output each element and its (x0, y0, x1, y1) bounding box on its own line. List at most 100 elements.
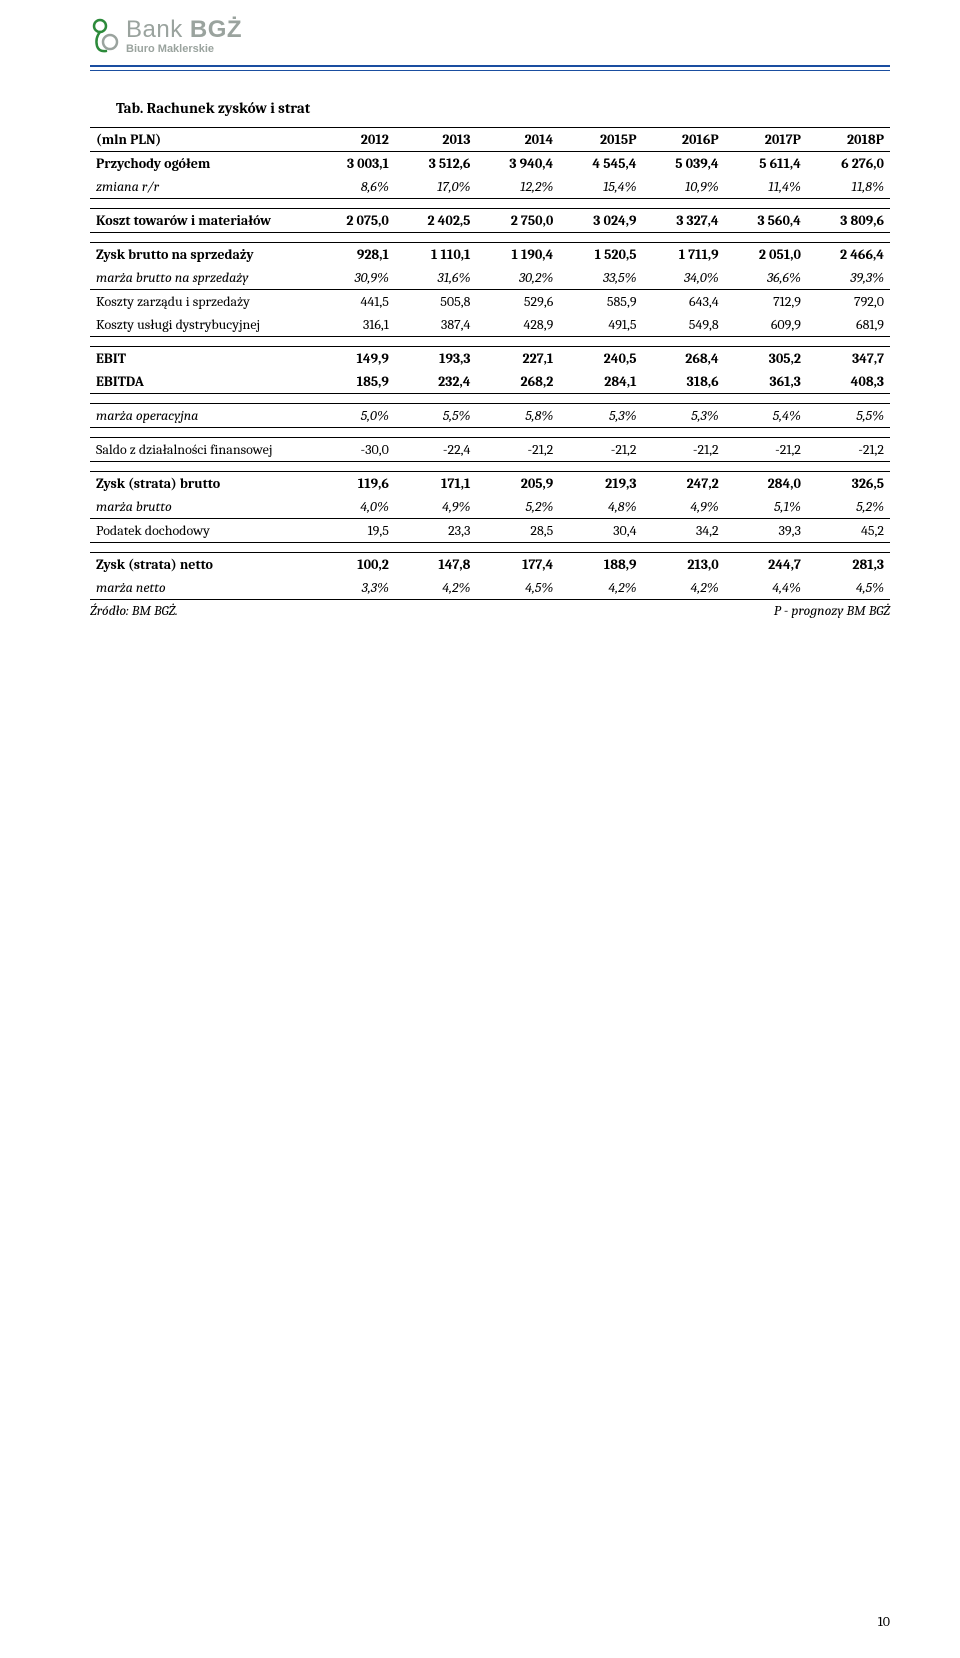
cell-value: 3,3% (314, 576, 395, 600)
cell-value: 5,5% (807, 404, 890, 428)
page-number: 10 (878, 1613, 890, 1630)
cell-value: 5 039,4 (643, 152, 725, 176)
row-label: Koszty zarządu i sprzedaży (90, 290, 314, 314)
col-year: 2013 (395, 128, 477, 152)
cell-value: 428,9 (476, 313, 559, 337)
cell-value: 3 003,1 (314, 152, 395, 176)
col-year: 2015P (559, 128, 642, 152)
cell-value: 4,8% (559, 495, 642, 519)
cell-value: 5,4% (725, 404, 807, 428)
cell-value: 45,2 (807, 519, 890, 543)
cell-value: 2 402,5 (395, 209, 477, 233)
table-row: marża brutto4,0%4,9%5,2%4,8%4,9%5,1%5,2% (90, 495, 890, 519)
row-label: EBIT (90, 347, 314, 371)
bank-logo-icon (90, 18, 120, 54)
cell-value: 5,1% (725, 495, 807, 519)
cell-value: 529,6 (476, 290, 559, 314)
cell-value: 2 051,0 (725, 243, 807, 267)
cell-value: 5,2% (476, 495, 559, 519)
cell-value: 33,5% (559, 266, 642, 290)
cell-value: 3 512,6 (395, 152, 477, 176)
table-row: EBITDA185,9232,4268,2284,1318,6361,3408,… (90, 370, 890, 394)
row-label: Zysk (strata) brutto (90, 472, 314, 496)
cell-value: 28,5 (476, 519, 559, 543)
cell-value: 491,5 (559, 313, 642, 337)
col-year: 2018P (807, 128, 890, 152)
source-left: Źródło: BM BGŻ. (90, 602, 178, 619)
table-row: Saldo z działalności finansowej-30,0-22,… (90, 438, 890, 462)
col-year: 2012 (314, 128, 395, 152)
cell-value: 147,8 (395, 553, 477, 577)
cell-value: 3 560,4 (725, 209, 807, 233)
spacer-row (90, 543, 890, 553)
cell-value: 585,9 (559, 290, 642, 314)
cell-value: 15,4% (559, 175, 642, 199)
cell-value: 19,5 (314, 519, 395, 543)
cell-value: 284,1 (559, 370, 642, 394)
cell-value: 441,5 (314, 290, 395, 314)
cell-value: 1 190,4 (476, 243, 559, 267)
table-row: EBIT149,9193,3227,1240,5268,4305,2347,7 (90, 347, 890, 371)
row-label: marża brutto na sprzedaży (90, 266, 314, 290)
spacer-row (90, 337, 890, 347)
cell-value: 3 024,9 (559, 209, 642, 233)
cell-value: 281,3 (807, 553, 890, 577)
cell-value: 149,9 (314, 347, 395, 371)
cell-value: 244,7 (725, 553, 807, 577)
row-label: Podatek dochodowy (90, 519, 314, 543)
cell-value: 5,8% (476, 404, 559, 428)
cell-value: 4,9% (395, 495, 477, 519)
cell-value: 4,2% (559, 576, 642, 600)
cell-value: 5,3% (559, 404, 642, 428)
cell-value: 5 611,4 (725, 152, 807, 176)
cell-value: 2 075,0 (314, 209, 395, 233)
col-label: (mln PLN) (90, 128, 314, 152)
spacer-row (90, 428, 890, 438)
cell-value: 36,6% (725, 266, 807, 290)
cell-value: 11,4% (725, 175, 807, 199)
cell-value: 4,4% (725, 576, 807, 600)
cell-value: 11,8% (807, 175, 890, 199)
row-label: Przychody ogółem (90, 152, 314, 176)
row-label: zmiana r/r (90, 175, 314, 199)
cell-value: 232,4 (395, 370, 477, 394)
table-header-row: (mln PLN)2012201320142015P2016P2017P2018… (90, 128, 890, 152)
cell-value: -21,2 (807, 438, 890, 462)
cell-value: 792,0 (807, 290, 890, 314)
cell-value: 3 940,4 (476, 152, 559, 176)
table-row: Zysk (strata) brutto119,6171,1205,9219,3… (90, 472, 890, 496)
cell-value: 712,9 (725, 290, 807, 314)
table-row: Koszt towarów i materiałów2 075,02 402,5… (90, 209, 890, 233)
cell-value: 268,2 (476, 370, 559, 394)
page-header: Bank BGŻ Biuro Maklerskie (90, 0, 890, 71)
cell-value: 4 545,4 (559, 152, 642, 176)
cell-value: -21,2 (643, 438, 725, 462)
cell-value: 4,2% (643, 576, 725, 600)
header-divider (90, 65, 890, 71)
cell-value: 3 809,6 (807, 209, 890, 233)
cell-value: 39,3% (807, 266, 890, 290)
cell-value: 205,9 (476, 472, 559, 496)
cell-value: 31,6% (395, 266, 477, 290)
cell-value: 185,9 (314, 370, 395, 394)
table-source: Źródło: BM BGŻ. P - prognozy BM BGŻ (90, 602, 890, 619)
cell-value: 119,6 (314, 472, 395, 496)
cell-value: 193,3 (395, 347, 477, 371)
row-label: marża operacyjna (90, 404, 314, 428)
table-row: Zysk brutto na sprzedaży928,11 110,11 19… (90, 243, 890, 267)
cell-value: 5,0% (314, 404, 395, 428)
table-row: marża brutto na sprzedaży30,9%31,6%30,2%… (90, 266, 890, 290)
cell-value: 8,6% (314, 175, 395, 199)
cell-value: 171,1 (395, 472, 477, 496)
row-label: Zysk (strata) netto (90, 553, 314, 577)
row-label: Saldo z działalności finansowej (90, 438, 314, 462)
cell-value: 609,9 (725, 313, 807, 337)
table-row: Podatek dochodowy19,523,328,530,434,239,… (90, 519, 890, 543)
cell-value: 387,4 (395, 313, 477, 337)
cell-value: 34,2 (643, 519, 725, 543)
cell-value: 10,9% (643, 175, 725, 199)
cell-value: 408,3 (807, 370, 890, 394)
cell-value: 4,0% (314, 495, 395, 519)
table-row: marża netto3,3%4,2%4,5%4,2%4,2%4,4%4,5% (90, 576, 890, 600)
cell-value: 5,3% (643, 404, 725, 428)
